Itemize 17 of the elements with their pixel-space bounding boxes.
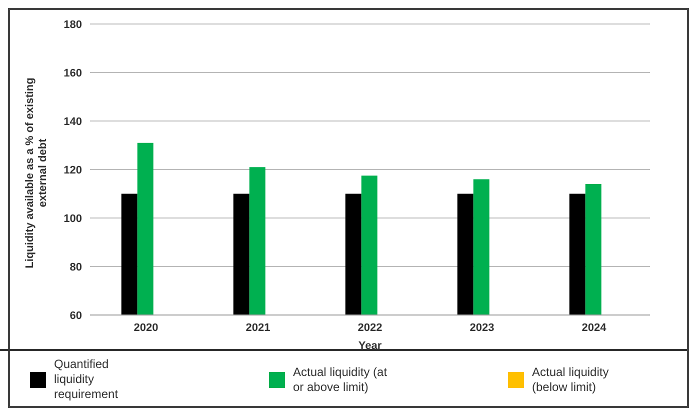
legend-label: Actual liquidity (at or above limit): [293, 364, 388, 394]
legend-label: Quantified liquidity requirement: [54, 357, 120, 402]
y-tick-label: 80: [70, 261, 82, 274]
y-tick-label: 160: [64, 67, 82, 80]
y-tick-label: 140: [64, 116, 82, 128]
legend-label: Actual liquidity (below limit): [532, 364, 610, 394]
x-tick-label: 2021: [246, 322, 270, 334]
x-tick-label: 2020: [134, 322, 158, 334]
y-axis-title: Liquidity available as a % of existing external debt: [24, 76, 50, 270]
y-tick-label: 120: [64, 164, 82, 176]
y-tick-label: 60: [70, 310, 82, 322]
x-axis-title: Year: [358, 340, 382, 352]
y-tick-label: 180: [64, 18, 82, 31]
x-tick-label: 2022: [358, 322, 382, 334]
x-tick-label: 2023: [470, 322, 494, 334]
y-tick-label: 100: [64, 212, 82, 225]
x-tick-label: 2024: [582, 322, 608, 334]
